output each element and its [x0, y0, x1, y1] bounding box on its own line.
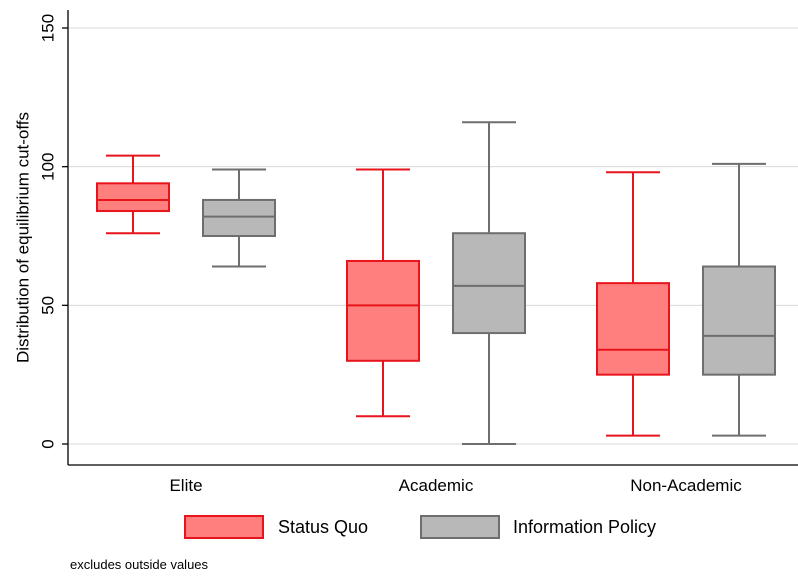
box-status-quo	[346, 168, 420, 418]
y-tick-label: 150	[39, 14, 58, 42]
box-plots	[96, 121, 776, 445]
legend-item: Status Quo	[184, 515, 368, 539]
axes	[67, 10, 798, 466]
iqr-box	[596, 282, 670, 376]
y-tick-label: 100	[39, 152, 58, 180]
legend-swatch	[184, 515, 264, 539]
x-tick-label: Elite	[169, 476, 202, 495]
legend-swatch	[420, 515, 500, 539]
box-information-policy	[702, 162, 776, 437]
x-tick-label: Academic	[399, 476, 474, 495]
legend-item: Information Policy	[420, 515, 656, 539]
legend-label: Information Policy	[513, 517, 656, 537]
grid-lines	[69, 27, 798, 445]
y-tick-label: 0	[39, 439, 58, 448]
y-axis-label: Distribution of equilibrium cut-offs	[14, 112, 33, 363]
iqr-box	[452, 232, 526, 335]
legend: Status Quo Information Policy	[184, 515, 656, 539]
iqr-box	[346, 259, 420, 362]
iqr-box	[96, 182, 170, 213]
y-axis-ticks: 0 50 100 150	[39, 14, 68, 449]
box-status-quo	[596, 171, 670, 437]
chart-note: excludes outside values	[70, 557, 209, 572]
legend-label: Status Quo	[278, 517, 368, 537]
iqr-box	[202, 198, 276, 238]
box-information-policy	[452, 121, 526, 445]
y-tick-label: 50	[39, 296, 58, 315]
x-axis-ticks: Elite Academic Non-Academic	[169, 476, 742, 495]
x-tick-label: Non-Academic	[630, 476, 742, 495]
box-information-policy	[202, 168, 276, 268]
iqr-box	[702, 265, 776, 376]
box-status-quo	[96, 154, 170, 235]
